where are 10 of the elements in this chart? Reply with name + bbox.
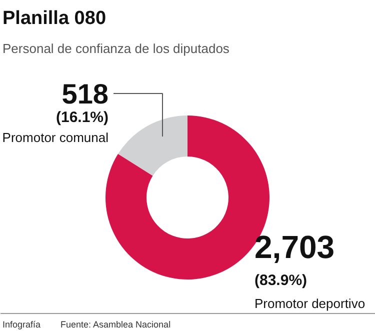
chart-subtitle: Personal de confianza de los diputados xyxy=(2,41,230,56)
source-note: Fuente: Asamblea Nacional xyxy=(60,320,171,330)
data-label: 2,703 xyxy=(254,229,335,265)
slice-label: Promotor deportivo xyxy=(254,296,366,311)
chart-title: Planilla 080 xyxy=(2,8,106,29)
data-label: 518 xyxy=(62,78,108,110)
text: (83.9%) xyxy=(254,272,308,289)
slice-label: Promotor comunal xyxy=(2,130,109,145)
text: Infografía xyxy=(2,320,41,330)
text: (16.1%) xyxy=(56,109,109,126)
